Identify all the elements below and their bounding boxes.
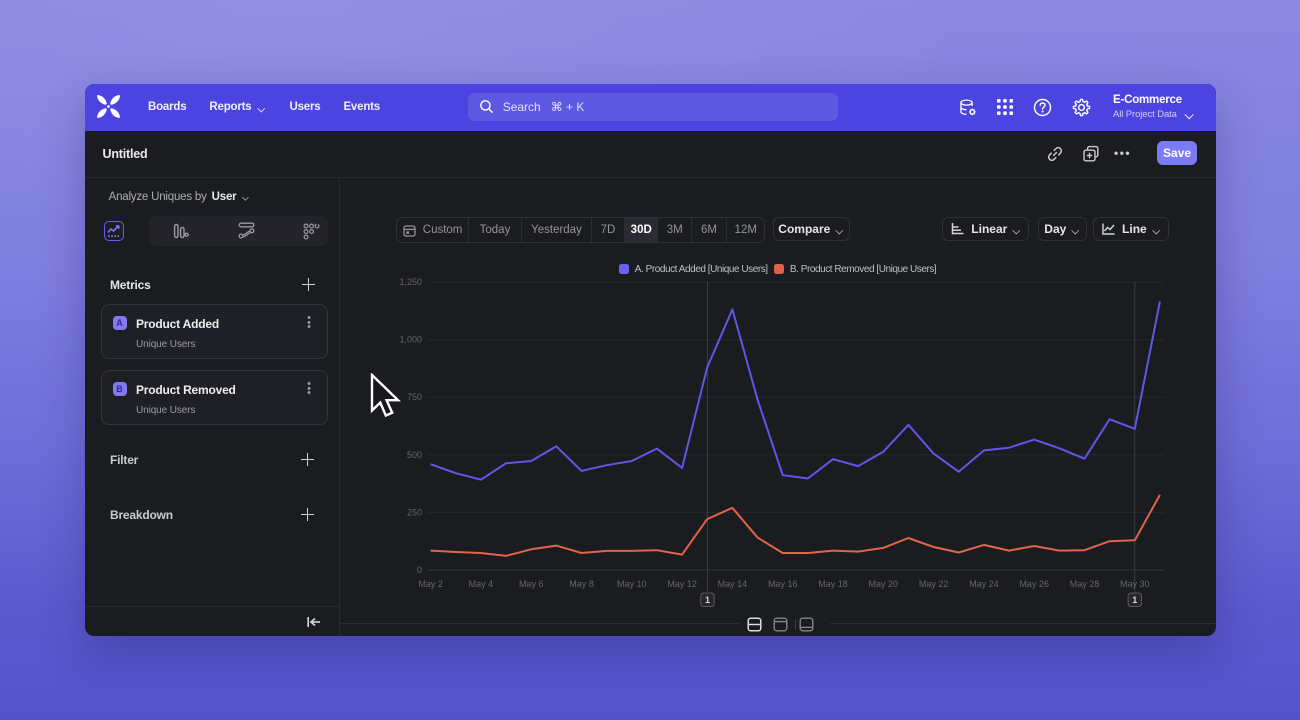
svg-text:May 6: May 6 (519, 579, 544, 589)
svg-text:250: 250 (407, 507, 422, 517)
svg-text:1: 1 (705, 595, 710, 605)
svg-text:May 8: May 8 (569, 579, 594, 589)
svg-text:May 24: May 24 (969, 579, 999, 589)
svg-text:May 30: May 30 (1120, 579, 1150, 589)
svg-text:May 18: May 18 (818, 579, 848, 589)
svg-text:May 12: May 12 (667, 579, 697, 589)
svg-text:0: 0 (417, 565, 422, 575)
svg-text:1,250: 1,250 (399, 277, 422, 287)
svg-text:May 28: May 28 (1070, 579, 1100, 589)
svg-text:1,000: 1,000 (399, 335, 422, 345)
svg-text:May 16: May 16 (768, 579, 798, 589)
svg-text:750: 750 (407, 392, 422, 402)
svg-text:500: 500 (407, 450, 422, 460)
svg-text:May 14: May 14 (718, 579, 748, 589)
svg-text:May 2: May 2 (418, 579, 443, 589)
svg-text:May 26: May 26 (1019, 579, 1049, 589)
svg-text:1: 1 (1132, 595, 1137, 605)
svg-text:May 22: May 22 (919, 579, 949, 589)
svg-text:May 10: May 10 (617, 579, 647, 589)
svg-text:May 4: May 4 (469, 579, 494, 589)
svg-text:May 20: May 20 (869, 579, 899, 589)
